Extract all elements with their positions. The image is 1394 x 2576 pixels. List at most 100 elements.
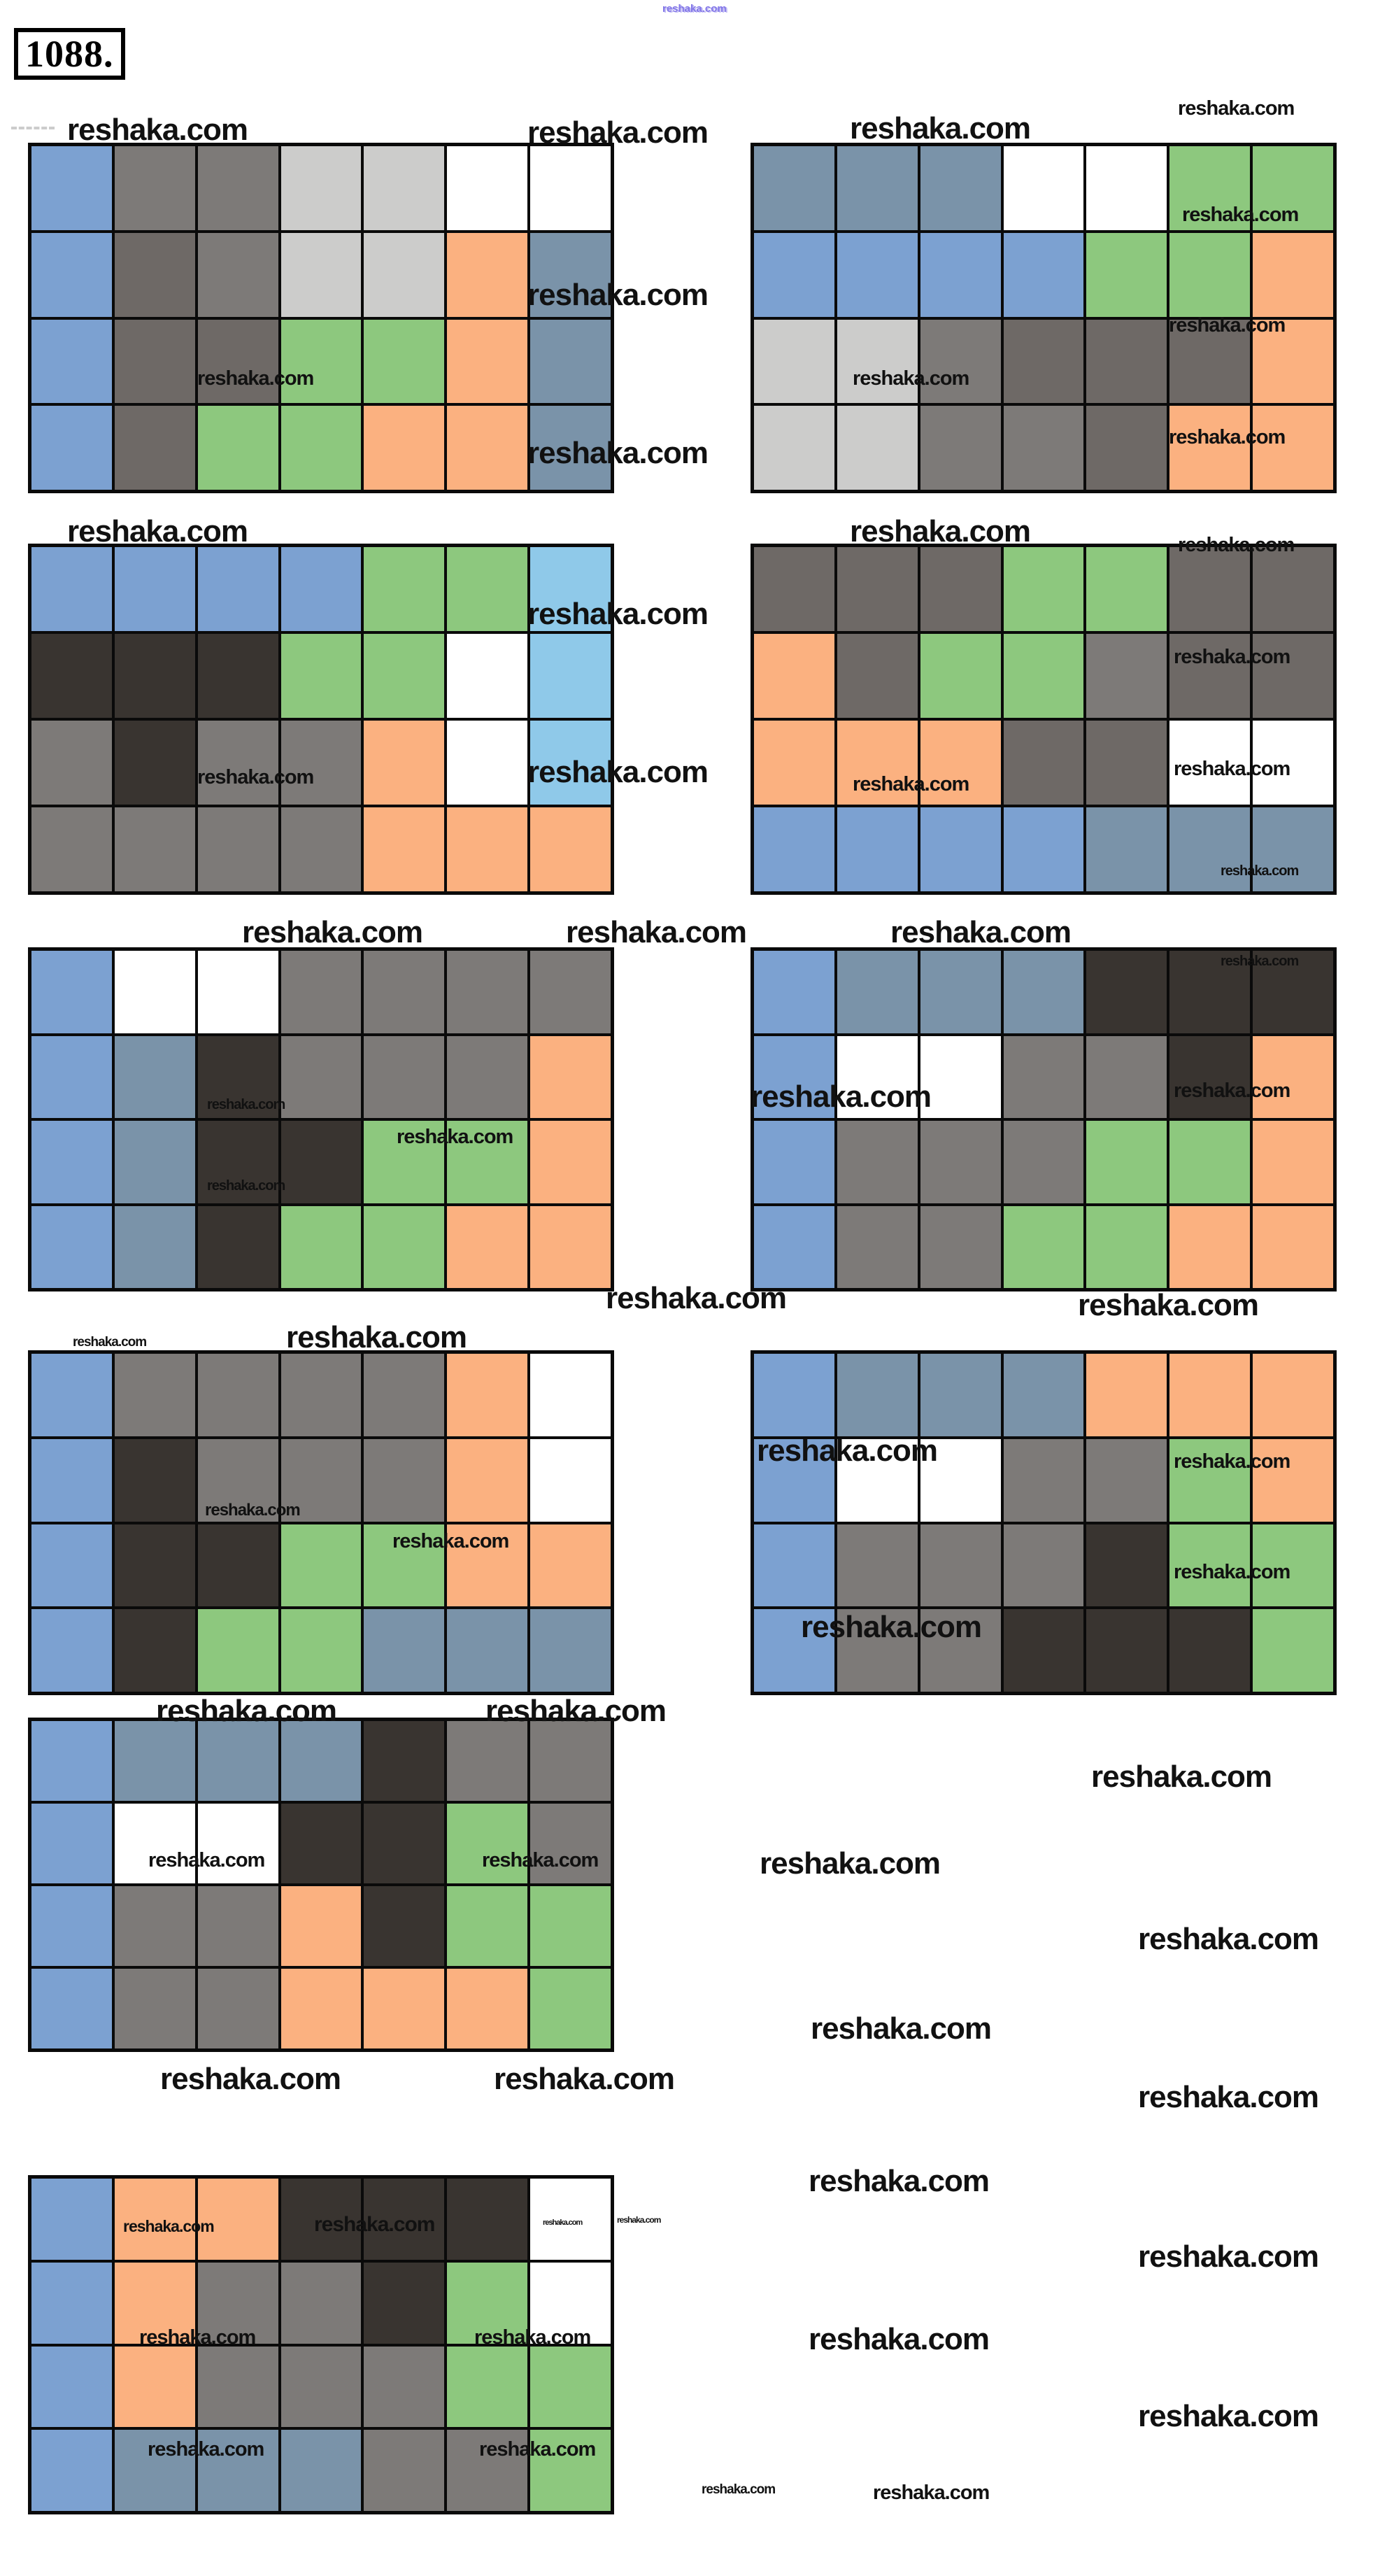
grid-cell-blue bbox=[114, 547, 195, 631]
grid-cell-orange bbox=[197, 2179, 278, 2260]
grid-cell-green bbox=[530, 1969, 611, 2048]
grid-cell-blue bbox=[31, 1205, 112, 1288]
grid-cell-green bbox=[447, 2262, 528, 2344]
grid-cell-gray bbox=[280, 721, 362, 805]
grid-cell-gray bbox=[447, 1721, 528, 1801]
watermark-text: reshaka.com bbox=[1178, 534, 1295, 556]
grid-cell-gray bbox=[1003, 1121, 1084, 1203]
watermark-text: reshaka.com bbox=[853, 367, 969, 390]
grid-cell-steel-blue bbox=[114, 1205, 195, 1288]
grid-cell-dark-gray bbox=[1086, 721, 1167, 805]
pixel-grid-9 bbox=[28, 1718, 614, 2052]
grid-cell-gray bbox=[280, 1354, 362, 1436]
grid-cell-near-black bbox=[114, 721, 195, 805]
grid-cell-green bbox=[1169, 1524, 1251, 1607]
grid-cell-orange bbox=[1169, 406, 1251, 490]
grid-cell-gray bbox=[197, 146, 278, 230]
grid-cell-steel-blue bbox=[364, 1609, 445, 1692]
watermark-text: reshaka.com bbox=[527, 755, 709, 789]
grid-cell-blue bbox=[31, 1524, 112, 1607]
grid-cell-near-black bbox=[1169, 1035, 1251, 1118]
watermark-text: reshaka.com bbox=[314, 2213, 435, 2236]
grid-cell-gray bbox=[530, 951, 611, 1033]
grid-cell-green bbox=[1169, 1438, 1251, 1522]
grid-cell-orange bbox=[1253, 1354, 1333, 1436]
grid-cell-white bbox=[114, 951, 195, 1033]
grid-cell-gray bbox=[197, 1354, 278, 1436]
watermark-text: reshaka.com bbox=[67, 514, 248, 549]
grid-cell-green bbox=[447, 2346, 528, 2428]
grid-cell-near-black bbox=[1086, 951, 1167, 1033]
grid-cell-gray bbox=[447, 1035, 528, 1118]
grid-cell-gray bbox=[837, 1121, 918, 1203]
watermark-text: reshaka.com bbox=[1174, 1080, 1290, 1102]
watermark-text: reshaka.com bbox=[543, 2218, 583, 2227]
grid-cell-light-gray bbox=[837, 319, 918, 404]
grid-cell-near-black bbox=[197, 1121, 278, 1203]
grid-cell-orange bbox=[1253, 319, 1333, 404]
grid-cell-gray bbox=[280, 951, 362, 1033]
grid-cell-blue bbox=[31, 1886, 112, 1966]
grid-cell-orange bbox=[1253, 1121, 1333, 1203]
grid-cell-orange bbox=[920, 721, 1001, 805]
grid-cell-gray bbox=[920, 406, 1001, 490]
grid-cell-orange bbox=[280, 1969, 362, 2048]
grid-cell-gray bbox=[364, 951, 445, 1033]
grid-cell-gray bbox=[1086, 634, 1167, 718]
grid-cell-near-black bbox=[197, 1035, 278, 1118]
watermark-text: reshaka.com bbox=[853, 773, 969, 795]
grid-cell-blue bbox=[31, 232, 112, 317]
grid-cell-steel-blue bbox=[1086, 807, 1167, 891]
grid-cell-green bbox=[364, 547, 445, 631]
watermark-text: reshaka.com bbox=[566, 915, 747, 949]
grid-cell-gray bbox=[114, 1969, 195, 2048]
watermark-text: reshaka.com bbox=[1174, 1561, 1290, 1583]
grid-cell-light-gray bbox=[364, 232, 445, 317]
grid-cell-green bbox=[280, 634, 362, 718]
watermark-text: reshaka.com bbox=[1182, 204, 1299, 226]
grid-cell-orange bbox=[1253, 1035, 1333, 1118]
watermark-text: reshaka.com bbox=[160, 2062, 341, 2096]
grid-cell-near-black bbox=[364, 1804, 445, 1883]
grid-cell-orange bbox=[447, 1354, 528, 1436]
grid-cell-orange bbox=[530, 1205, 611, 1288]
watermark-text: reshaka.com bbox=[1138, 2239, 1319, 2274]
grid-cell-gray bbox=[197, 2262, 278, 2344]
watermark-text: reshaka.com bbox=[1138, 2399, 1319, 2433]
grid-cell-white bbox=[447, 721, 528, 805]
grid-cell-white bbox=[1086, 146, 1167, 230]
grid-cell-gray bbox=[197, 2346, 278, 2428]
grid-cell-dark-gray bbox=[114, 406, 195, 490]
grid-cell-green bbox=[447, 1886, 528, 1966]
grid-cell-orange bbox=[280, 1886, 362, 1966]
grid-cell-dark-gray bbox=[1086, 319, 1167, 404]
watermark-text: reshaka.com bbox=[702, 2482, 776, 2497]
grid-cell-green bbox=[364, 1121, 445, 1203]
grid-cell-near-black bbox=[280, 2179, 362, 2260]
watermark-text: reshaka.com bbox=[242, 915, 423, 949]
watermark-text: reshaka.com bbox=[809, 2322, 990, 2356]
grid-cell-light-gray bbox=[280, 232, 362, 317]
grid-cell-near-black bbox=[114, 1438, 195, 1522]
grid-cell-orange bbox=[447, 232, 528, 317]
grid-cell-near-black bbox=[31, 634, 112, 718]
grid-cell-dark-gray bbox=[1003, 319, 1084, 404]
grid-cell-green bbox=[280, 406, 362, 490]
grid-cell-near-black bbox=[114, 1609, 195, 1692]
grid-cell-light-gray bbox=[280, 146, 362, 230]
grid-cell-gray bbox=[837, 1609, 918, 1692]
grid-cell-gray bbox=[280, 1438, 362, 1522]
grid-cell-orange bbox=[364, 406, 445, 490]
grid-cell-blue bbox=[31, 2262, 112, 2344]
grid-cell-blue bbox=[31, 2179, 112, 2260]
grid-cell-green bbox=[530, 1886, 611, 1966]
grid-cell-white bbox=[530, 146, 611, 230]
grid-cell-orange bbox=[1169, 1205, 1251, 1288]
site-watermark-purple: reshaka.com bbox=[662, 3, 727, 15]
grid-cell-gray bbox=[280, 1035, 362, 1118]
watermark-text: reshaka.com bbox=[606, 1281, 787, 1315]
grid-cell-white bbox=[1169, 721, 1251, 805]
grid-cell-dark-gray bbox=[1253, 547, 1333, 631]
grid-cell-steel-blue bbox=[1169, 807, 1251, 891]
grid-cell-green bbox=[1003, 547, 1084, 631]
